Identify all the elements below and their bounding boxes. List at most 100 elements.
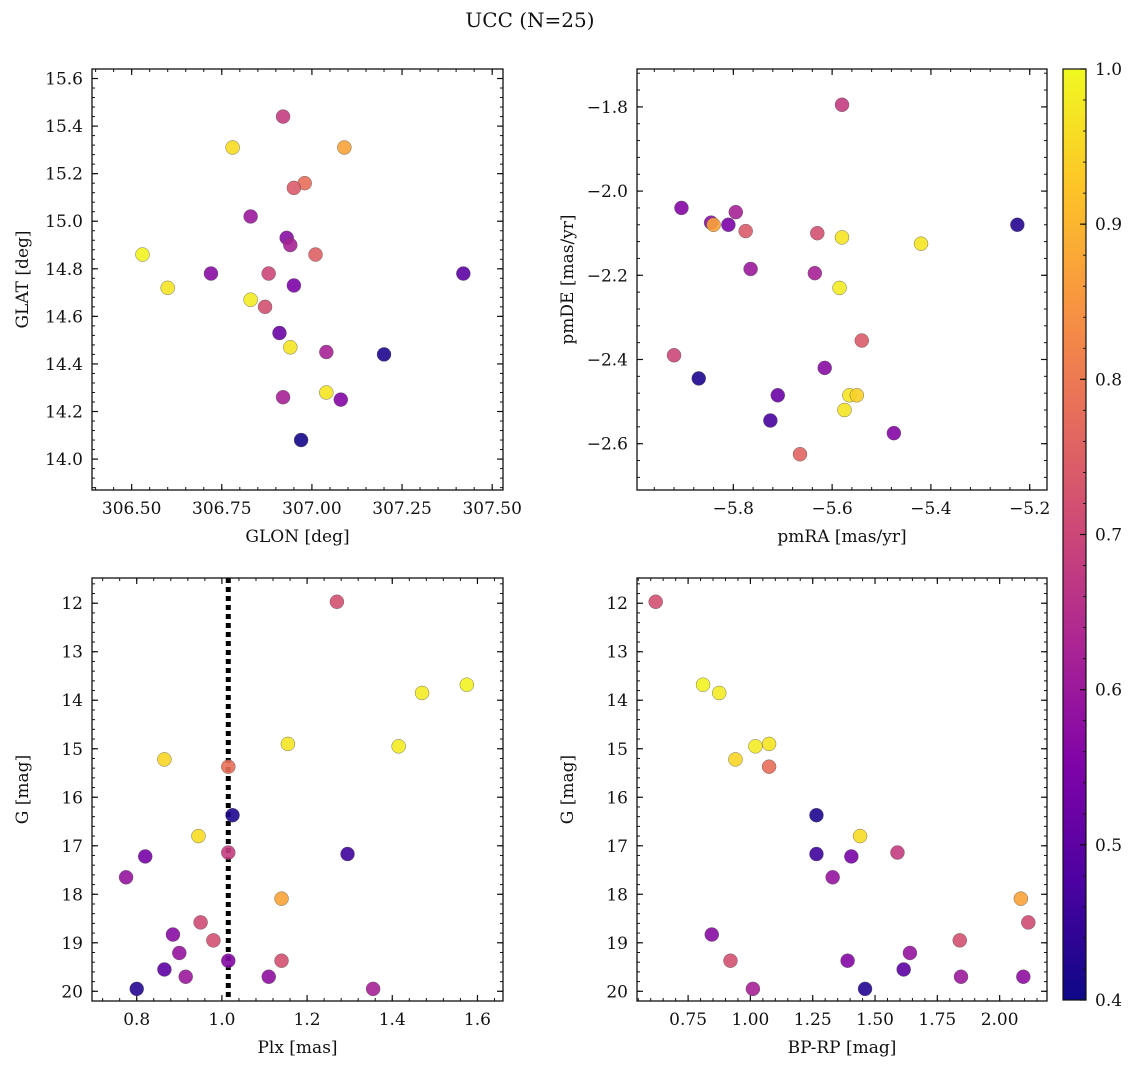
data-point (712, 685, 727, 701)
x-axis-label: Plx [mas] (257, 1038, 337, 1058)
colorbar-tick-label: 0.5 (1095, 836, 1122, 856)
data-point (807, 265, 823, 281)
x-tick-label: 1.4 (379, 1010, 406, 1030)
y-tick-label: 14.8 (45, 260, 83, 280)
data-point (275, 109, 291, 124)
y-tick-label: 13 (606, 643, 628, 663)
data-point (178, 969, 193, 984)
y-tick-label: 18 (606, 885, 628, 905)
data-point (666, 348, 682, 363)
data-point (886, 425, 902, 441)
y-tick-label: 14.6 (45, 307, 83, 327)
data-point (456, 266, 471, 281)
data-point (953, 969, 969, 984)
x-axis-label: pmRA [mas/yr] (777, 527, 906, 547)
x-axis-label: BP-RP [mag] (788, 1038, 897, 1058)
data-point (319, 385, 334, 400)
axes-frame (91, 577, 504, 1002)
colorbar-tick-label: 0.6 (1095, 681, 1122, 701)
data-point (1013, 891, 1029, 906)
data-point (952, 933, 967, 948)
data-point (261, 969, 276, 984)
y-tick-label: 16 (61, 788, 83, 808)
colorbar-tick-label: 0.8 (1095, 370, 1122, 390)
data-point (738, 223, 753, 239)
y-tick-label: 15 (61, 740, 83, 760)
data-point (221, 845, 236, 860)
x-tick-label: −5.8 (713, 499, 754, 519)
y-tick-label: 16 (606, 788, 628, 808)
panel-4: 0.75 1.00 1.25 1.50 1.75 2.00 12 13 14 15 16 17 18 19… (558, 577, 1048, 1058)
data-point (1010, 217, 1025, 232)
y-tick-label: 15.4 (45, 117, 83, 137)
data-point (391, 739, 406, 754)
data-point (913, 236, 929, 251)
y-tick-label: −2.6 (587, 435, 628, 455)
data-point (272, 325, 287, 341)
data-point (837, 402, 852, 418)
colorbar-tick-label: 1.0 (1095, 60, 1122, 80)
data-point (243, 209, 258, 224)
y-tick-label: 14.2 (45, 403, 83, 423)
colorbar: 0.4 0.5 0.6 0.7 0.8 0.9 1.0 (1062, 60, 1122, 1011)
figure-title: UCC (N=25) (465, 8, 595, 32)
x-tick-label: 307.50 (462, 499, 521, 519)
data-point (745, 981, 761, 997)
data-point (203, 266, 219, 281)
y-tick-label: 20 (606, 982, 628, 1002)
y-tick-label: −1.8 (587, 98, 628, 118)
y-tick-label: 13 (61, 643, 83, 663)
y-tick-label: 14 (606, 691, 628, 711)
data-point (376, 347, 392, 362)
data-point (138, 849, 153, 864)
panel-2: −5.8 −5.6 −5.4 −5.2 −2.6 −2.4 −2.2 −2.0 −1.8 pmRA… (558, 68, 1050, 547)
y-tick-label: 14.0 (45, 450, 83, 470)
data-point (890, 845, 905, 860)
data-point (135, 247, 150, 262)
x-tick-label: 0.8 (123, 1010, 150, 1030)
colorbar-tick-label: 0.9 (1095, 215, 1122, 235)
data-point (225, 140, 240, 155)
data-point (221, 953, 236, 968)
y-tick-label: 19 (61, 934, 83, 954)
data-point (308, 247, 323, 262)
data-point (337, 140, 352, 155)
data-point (1016, 969, 1031, 984)
data-point (333, 392, 348, 407)
data-point (844, 849, 859, 864)
y-axis-label: G [mag] (558, 755, 578, 824)
data-point (695, 677, 711, 692)
data-point (825, 870, 840, 885)
panel-3: 0.8 1.0 1.2 1.4 1.6 12 13 14 15 16 17 18 19 20 Plx [ma… (13, 577, 504, 1058)
data-point (648, 594, 663, 609)
y-tick-label: 15.0 (45, 212, 83, 232)
data-point (834, 97, 850, 112)
data-point (761, 759, 777, 774)
data-point (810, 225, 825, 241)
data-point (261, 266, 276, 281)
y-tick-label: 17 (606, 837, 628, 857)
data-point (243, 292, 258, 307)
data-point (674, 200, 689, 216)
data-point (792, 447, 808, 462)
data-point (691, 371, 706, 386)
x-tick-label: 1.00 (731, 1010, 769, 1030)
data-point (857, 981, 873, 997)
x-tick-label: 1.2 (294, 1010, 321, 1030)
x-tick-label: 306.50 (102, 499, 161, 519)
data-point (849, 388, 865, 403)
data-point (809, 808, 824, 823)
data-point (283, 237, 298, 253)
data-point (157, 962, 172, 977)
data-point (840, 953, 855, 968)
data-point (225, 808, 240, 823)
data-point (896, 962, 911, 977)
x-tick-label: 1.50 (856, 1010, 894, 1030)
x-tick-label: 307.25 (372, 499, 431, 519)
data-point (721, 217, 736, 232)
data-point (257, 299, 273, 315)
data-point (817, 360, 832, 376)
data-point (160, 280, 175, 296)
data-point (770, 388, 785, 403)
data-point (761, 736, 777, 752)
